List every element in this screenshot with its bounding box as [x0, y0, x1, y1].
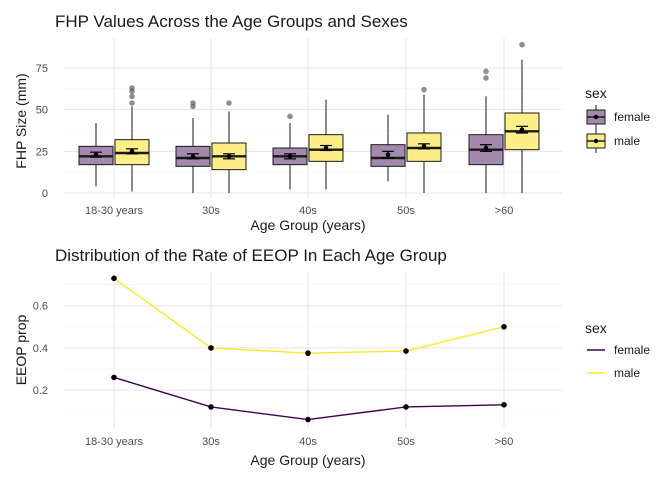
line-panel: Distribution of the Rate of EEOP In Each…: [13, 246, 650, 468]
x-tick-label: 30s: [202, 205, 220, 217]
legend-label-male: male: [614, 134, 640, 148]
y-tick-label: 0.6: [33, 301, 48, 313]
mean-point: [483, 145, 489, 151]
boxplot-x-axis-title: Age Group (years): [250, 217, 365, 233]
boxplot-title: FHP Values Across the Age Groups and Sex…: [55, 12, 408, 31]
outlier-point: [287, 113, 293, 120]
data-point-male: [305, 350, 311, 356]
data-point-female: [305, 416, 311, 423]
series-line-male: [113, 277, 505, 354]
boxplot-legend-title: sex: [585, 85, 607, 101]
x-tick-label: >60: [495, 436, 514, 448]
boxplot-y-axis-title: FHP Size (mm): [13, 73, 29, 168]
mean-point: [421, 144, 427, 149]
outlier-point: [483, 68, 489, 75]
y-tick-label: 0.4: [33, 343, 48, 355]
outlier-point: [483, 75, 489, 81]
boxplot-gridlines: [64, 38, 562, 198]
outlier-point: [129, 85, 135, 91]
outlier-point: [190, 100, 196, 106]
y-tick-label: 0: [42, 188, 48, 200]
boxplot-y-ticks: 0 25 50 75: [36, 63, 48, 200]
outlier-point: [226, 100, 232, 106]
mean-point: [226, 154, 232, 159]
y-tick-label: 0.2: [33, 385, 48, 397]
x-tick-label: 50s: [397, 436, 415, 448]
legend-key-mean: [593, 114, 599, 120]
line-legend: sex female male: [585, 320, 650, 380]
y-tick-label: 50: [36, 105, 48, 117]
line-series: [111, 275, 507, 423]
data-point-male: [208, 345, 214, 351]
data-point-male: [111, 275, 117, 282]
legend-key-mean: [593, 138, 599, 144]
x-tick-label: >60: [495, 205, 514, 217]
x-tick-label: 18-30 years: [85, 205, 144, 217]
line-legend-title: sex: [585, 320, 607, 336]
mean-point: [129, 149, 135, 154]
mean-point: [323, 145, 329, 151]
x-tick-label: 50s: [397, 205, 415, 217]
x-tick-label: 40s: [299, 436, 317, 448]
data-point-female: [208, 404, 214, 410]
mean-point: [93, 152, 99, 157]
line-y-ticks: 0.2 0.4 0.6: [33, 301, 48, 397]
boxplot-boxes: [78, 41, 540, 193]
mean-point: [287, 154, 293, 159]
y-tick-label: 75: [36, 63, 48, 75]
mean-point: [190, 154, 196, 159]
data-point-female: [501, 402, 507, 408]
mean-point: [385, 152, 391, 157]
outlier-point: [129, 100, 135, 106]
data-point-male: [403, 348, 409, 354]
outlier-point: [129, 93, 135, 100]
line-x-ticks: 18-30 years 30s 40s 50s >60: [85, 436, 513, 448]
outlier-point: [519, 41, 525, 48]
boxplot-panel: FHP Values Across the Age Groups and Sex…: [13, 12, 650, 233]
legend-label-male: male: [614, 366, 640, 380]
line-x-axis-title: Age Group (years): [250, 452, 365, 468]
data-point-female: [111, 374, 117, 381]
data-point-male: [501, 324, 507, 330]
x-tick-label: 40s: [299, 205, 317, 217]
outlier-point: [421, 86, 427, 93]
data-point-female: [403, 404, 409, 410]
boxplot-x-ticks: 18-30 years 30s 40s 50s >60: [85, 205, 513, 217]
boxplot-legend: sex female male: [585, 85, 650, 153]
series-line-female: [113, 376, 505, 421]
line-y-axis-title: EEOP prop: [13, 315, 29, 386]
x-tick-label: 30s: [202, 436, 220, 448]
mean-point: [519, 127, 525, 132]
x-tick-label: 18-30 years: [85, 436, 144, 448]
line-title: Distribution of the Rate of EEOP In Each…: [55, 246, 447, 265]
y-tick-label: 25: [36, 146, 48, 158]
legend-label-female: female: [614, 343, 650, 357]
legend-label-female: female: [614, 110, 650, 124]
